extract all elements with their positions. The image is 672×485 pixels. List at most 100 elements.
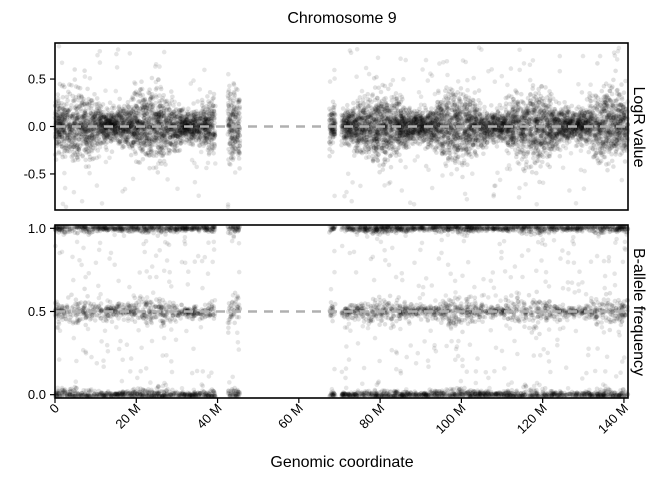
logr-data-point [191,130,197,135]
logr-data-point [125,128,131,133]
logr-outlier-point [204,136,209,141]
logr-data-point [71,135,76,140]
logr-data-point [135,127,141,133]
logr-data-point [136,119,141,124]
logr-outlier-point [80,154,85,159]
logr-data-point [194,125,199,130]
logr-data-point [104,147,109,153]
logr-data-point [71,144,77,149]
logr-data-point [226,147,231,152]
logr-data-point [99,119,104,124]
logr-data-point [84,150,89,155]
logr-data-point [176,101,182,107]
logr-data-point [162,138,168,143]
logr-data-point [203,116,208,121]
logr-data-point [562,100,567,105]
logr-data-point [154,129,159,134]
logr-outlier-point [79,198,85,204]
logr-outlier-point [202,67,207,73]
logr-data-point [140,157,146,162]
logr-data-point [176,125,182,130]
logr-data-point [211,115,217,120]
logr-data-point [120,115,125,121]
logr-data-point [153,111,158,117]
logr-data-point [59,83,65,89]
logr-data-point [160,124,165,130]
logr-data-point [180,126,185,131]
logr-data-point [237,138,243,143]
logr-data-point [107,121,112,127]
logr-data-point [153,118,158,123]
logr-data-point [154,150,160,155]
logr-data-point [119,115,125,121]
logr-data-point [158,114,164,119]
logr-data-point [176,139,181,145]
logr-data-point [56,114,62,119]
logr-data-point [99,129,105,134]
logr-data-point [77,85,83,91]
logr-data-point [113,137,118,143]
logr-data-point [137,110,142,116]
logr-data-point [454,167,460,172]
logr-data-point [351,100,356,106]
logr-data-point [72,120,78,125]
logr-data-point [110,117,115,122]
logr-data-point [155,114,160,120]
logr-data-point [142,96,148,102]
logr-outlier-point [85,132,91,137]
logr-data-point [83,119,89,124]
logr-data-point [128,115,133,121]
chart-title: Chromosome 9 [287,10,396,27]
logr-outlier-point [76,97,81,103]
logr-outlier-point [208,129,213,135]
logr-data-point [181,106,186,112]
logr-data-point [57,129,62,134]
logr-data-point [201,117,207,123]
logr-outlier-point [121,107,127,112]
logr-data-point [158,110,164,115]
logr-data-point [84,100,90,106]
logr-data-point [191,113,197,118]
logr-data-point [205,147,211,153]
logr-data-point [155,105,160,110]
logr-data-point [110,127,116,133]
logr-data-point [206,127,212,133]
logr-data-point [115,125,120,131]
logr-data-point [60,120,65,126]
logr-data-point [117,96,122,102]
logr-data-point [82,126,88,131]
logr-data-point [110,133,115,139]
logr-data-point [227,128,232,134]
logr-data-point [137,99,142,104]
logr-data-point [77,151,83,157]
logr-data-point [202,133,207,139]
logr-data-point [81,124,86,130]
logr-data-point [180,107,186,113]
logr-data-point [59,101,64,106]
logr-data-point [89,136,95,142]
logr-data-point [179,120,184,125]
logr-data-point [190,112,195,118]
logr-data-point [58,114,63,119]
logr-data-point [74,110,80,115]
logr-data-point [60,112,65,117]
logr-data-point [116,122,122,127]
logr-data-point [88,144,94,150]
logr-data-point [57,119,63,124]
logr-data-point [98,123,103,129]
logr-outlier-point [62,170,67,176]
logr-data-point [158,109,164,115]
logr-outlier-point [75,145,80,151]
logr-outlier-point [94,183,100,188]
logr-outlier-point [192,179,198,185]
logr-data-point [173,139,178,144]
logr-data-point [113,124,118,129]
logr-data-point [157,118,163,123]
logr-data-point [167,140,172,145]
logr-data-point [97,122,102,127]
logr-data-point [168,132,173,138]
logr-data-point [118,137,123,142]
logr-data-point [72,121,78,126]
logr-data-point [61,110,67,116]
